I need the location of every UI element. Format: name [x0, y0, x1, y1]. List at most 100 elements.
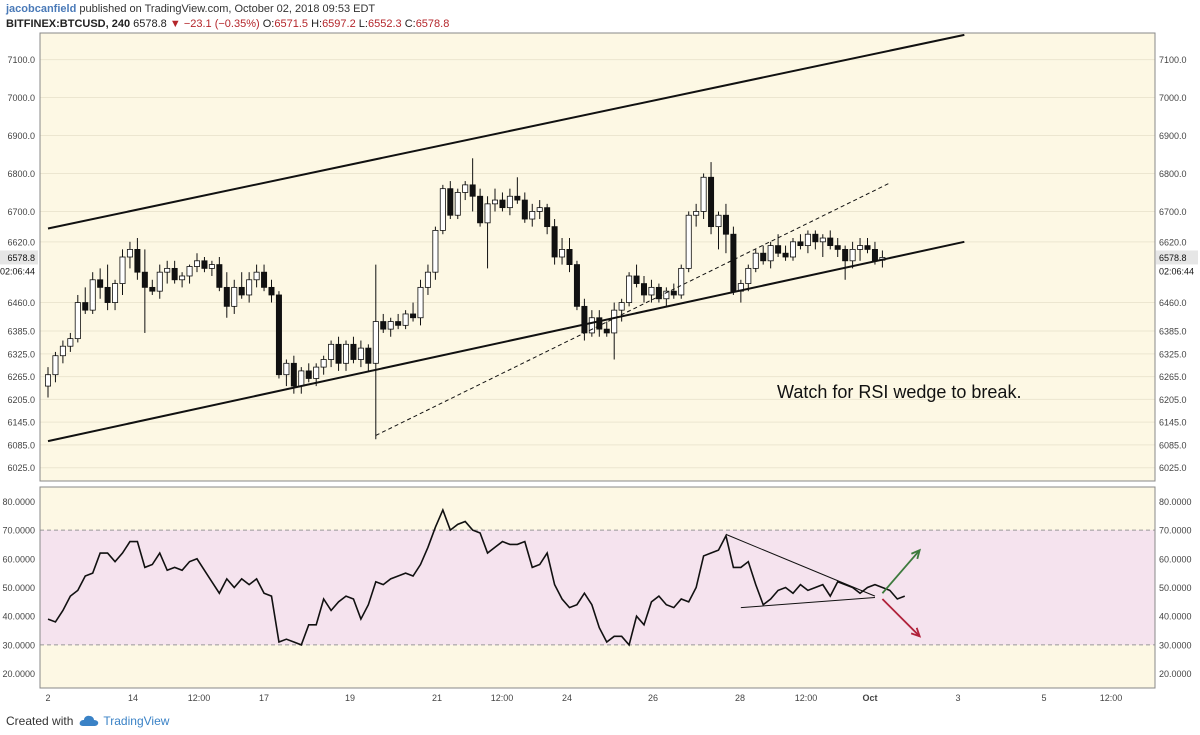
rsi-tick-label-right: 60.0000: [1159, 554, 1192, 564]
candle-up: [804, 233, 811, 247]
price-tick-label-right: 6900.0: [1159, 131, 1187, 141]
candle-down: [149, 286, 156, 292]
low-value: 6552.3: [367, 18, 402, 30]
candle-up: [372, 321, 379, 364]
candle-down: [268, 286, 275, 296]
price-pane[interactable]: Watch for RSI wedge to break.: [40, 33, 1155, 469]
high-label: H:: [311, 18, 323, 30]
candle-down: [514, 195, 521, 201]
price-tick-label-left: 6900.0: [7, 131, 35, 141]
price-pane-bg: [40, 33, 1155, 481]
candle-down: [275, 294, 282, 376]
rsi-arrow-down-shaft: [881, 598, 921, 637]
candle-down: [722, 214, 729, 235]
candle-up: [439, 188, 446, 231]
author-link[interactable]: jacobcanfield: [6, 3, 77, 15]
price-tick-label-left: 6460.0: [7, 298, 35, 308]
candle-down: [782, 252, 789, 258]
candle-down: [871, 249, 878, 262]
price-tick-label-right: 6460.0: [1159, 298, 1187, 308]
last-price-badge-left: [0, 250, 38, 265]
rsi-tick-label-right: 50.0000: [1159, 583, 1192, 593]
rsi-tick-label-right: 80.0000: [1159, 497, 1192, 507]
candle-up: [745, 267, 752, 284]
x-tick-label: 17: [259, 693, 269, 703]
candle-up: [611, 309, 618, 334]
candle-up: [67, 338, 74, 347]
candle-down: [335, 343, 342, 364]
rsi-tick-label-right: 40.0000: [1159, 612, 1192, 622]
candle-up: [328, 343, 335, 360]
rsi-wedge-line: [725, 533, 876, 597]
candle-down: [499, 199, 506, 209]
candle-up: [253, 271, 260, 281]
price-tick-label-left: 6385.0: [7, 327, 35, 337]
price-tick-label-right: 6325.0: [1159, 349, 1187, 359]
candle-up: [112, 283, 119, 303]
x-tick-label: 12:00: [1100, 693, 1123, 703]
cloud-icon: [80, 715, 99, 726]
rsi-tick-label-left: 40.0000: [2, 612, 35, 622]
candle-down: [201, 260, 208, 269]
price-tick-label-left: 6145.0: [7, 418, 35, 428]
candle-up: [693, 211, 700, 216]
rsi-wedge-line: [740, 597, 875, 609]
countdown-label-left: 02:06:44: [0, 266, 35, 276]
candle-up: [454, 192, 461, 216]
x-tick-label: 19: [345, 693, 355, 703]
candle-up: [179, 275, 186, 281]
candle-down: [834, 245, 841, 250]
price-tick-label-left: 6265.0: [7, 372, 35, 382]
candle-up: [626, 275, 633, 303]
candle-up: [462, 184, 469, 193]
x-tick-label: 12:00: [491, 693, 514, 703]
rsi-tick-label-right: 30.0000: [1159, 640, 1192, 650]
tradingview-logo[interactable]: TradingView: [79, 714, 169, 728]
x-tick-label: 12:00: [188, 693, 211, 703]
rsi-pane-border: [39, 486, 1156, 689]
candle-up: [529, 211, 536, 220]
candle-up: [74, 302, 81, 340]
candle-down: [603, 328, 610, 334]
candle-up: [536, 207, 543, 212]
price-tick-label-right: 6025.0: [1159, 463, 1187, 473]
candle-down: [812, 233, 819, 243]
candle-up: [559, 249, 566, 258]
candle-down: [395, 321, 402, 326]
candle-down: [670, 290, 677, 296]
price-tick-label-left: 6800.0: [7, 169, 35, 179]
price-tick-label-left: 6700.0: [7, 207, 35, 217]
last-price: 6578.8: [133, 18, 167, 30]
close-value: 6578.8: [415, 18, 450, 30]
candle-down: [104, 286, 111, 303]
candle-down: [581, 305, 588, 334]
symbol-label: BITFINEX:BTCUSD, 240: [6, 18, 131, 30]
rsi-pane[interactable]: [40, 507, 1155, 647]
price-tick-label-right: 7100.0: [1159, 55, 1187, 65]
price-tick-label-left: 7000.0: [7, 93, 35, 103]
rsi-tick-label-right: 20.0000: [1159, 669, 1192, 679]
annotation-text: Watch for RSI wedge to break.: [777, 382, 1021, 402]
close-label: C:: [404, 18, 416, 30]
candle-up: [313, 366, 320, 379]
footer: Created with TradingView: [6, 714, 169, 728]
x-tick-label: 26: [648, 693, 658, 703]
price-pane-border: [39, 32, 1156, 482]
candle-up: [767, 245, 774, 262]
candle-up: [432, 230, 439, 273]
candle-down: [633, 275, 640, 284]
trendline-channel-bottom: [47, 240, 965, 443]
candle-down: [380, 321, 387, 330]
candle-up: [752, 252, 759, 269]
candle-down: [797, 241, 804, 247]
rsi-tick-label-right: 70.0000: [1159, 526, 1192, 536]
open-label: O:: [262, 18, 275, 30]
symbol-info: BITFINEX:BTCUSD, 240 6578.8 ▼ −23.1 (−0.…: [6, 18, 449, 30]
candle-down: [410, 313, 417, 319]
candle-down: [447, 188, 454, 216]
x-tick-label: 21: [432, 693, 442, 703]
price-tick-label-right: 6145.0: [1159, 418, 1187, 428]
candle-up: [52, 355, 59, 376]
down-triangle-icon: ▼: [169, 18, 181, 30]
